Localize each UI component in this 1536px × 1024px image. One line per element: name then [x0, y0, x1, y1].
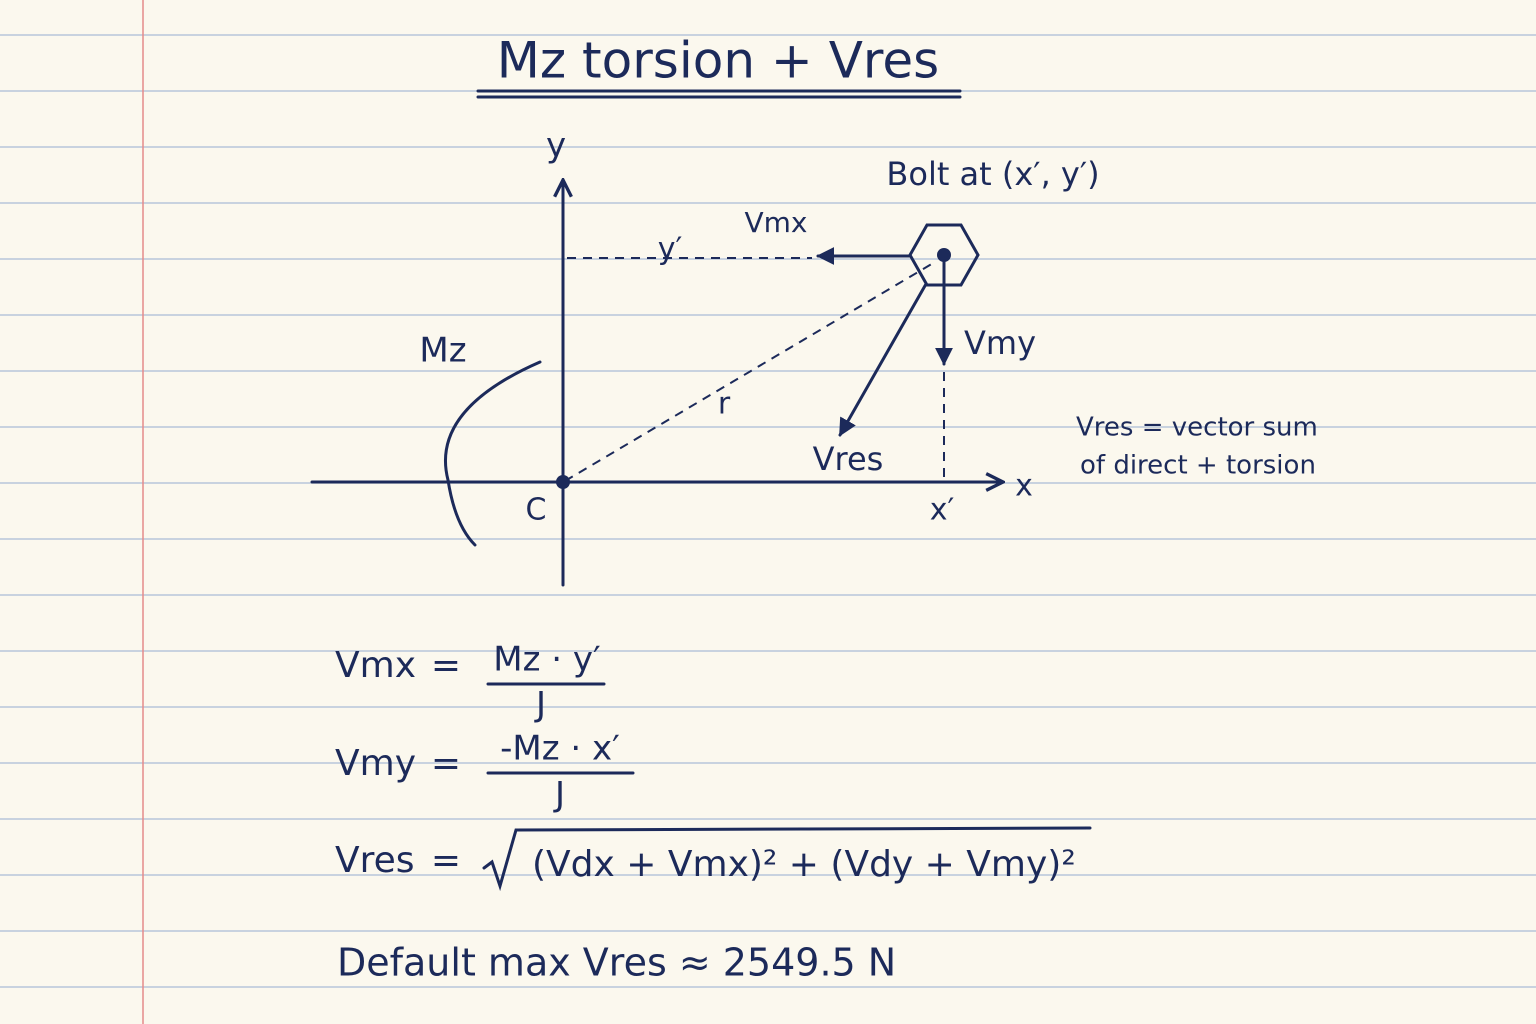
origin-label: C: [526, 493, 547, 528]
equation-sign: =: [431, 645, 461, 686]
denominator: J: [553, 775, 565, 815]
axis-label: x: [1015, 469, 1033, 504]
equation-lhs: Vmx: [335, 645, 416, 686]
bolt-center: [937, 248, 951, 262]
note-line: of direct + torsion: [1080, 451, 1316, 481]
title: Mz torsion + Vres: [497, 32, 939, 90]
numerator: Mz · y′: [493, 640, 600, 680]
note-line: Vres = vector sum: [1076, 413, 1318, 443]
centroid: [556, 475, 570, 489]
vres-label: Vres: [813, 440, 884, 478]
moment-arc: [443, 360, 542, 547]
y-prime-label: y′: [658, 232, 683, 267]
ruled-lines: [0, 34, 1536, 988]
equation-lhs: Vmy: [335, 743, 416, 784]
equation-sign: =: [431, 743, 461, 784]
numerator: -Mz · x′: [500, 729, 620, 769]
x-prime-label: x′: [930, 493, 955, 528]
axis-label: y: [546, 126, 566, 166]
radius-line: [564, 261, 936, 482]
result: Default max Vres ≈ 2549.5 N: [337, 941, 896, 985]
radicand: (Vdx + Vmx)² + (Vdy + Vmy)²: [532, 844, 1076, 885]
bolt-label: Bolt at (x′, y′): [886, 155, 1099, 193]
radical-sign: [482, 826, 1092, 892]
vres-arrow: [838, 282, 928, 437]
equation-lhs: Vres: [335, 840, 415, 881]
moment-label: Mz: [419, 331, 466, 371]
vmx-label: Vmx: [745, 206, 808, 239]
denominator: J: [534, 685, 546, 725]
vmy-label: Vmy: [964, 324, 1036, 362]
equation-sign: =: [431, 840, 461, 881]
radius-label: r: [718, 387, 731, 422]
